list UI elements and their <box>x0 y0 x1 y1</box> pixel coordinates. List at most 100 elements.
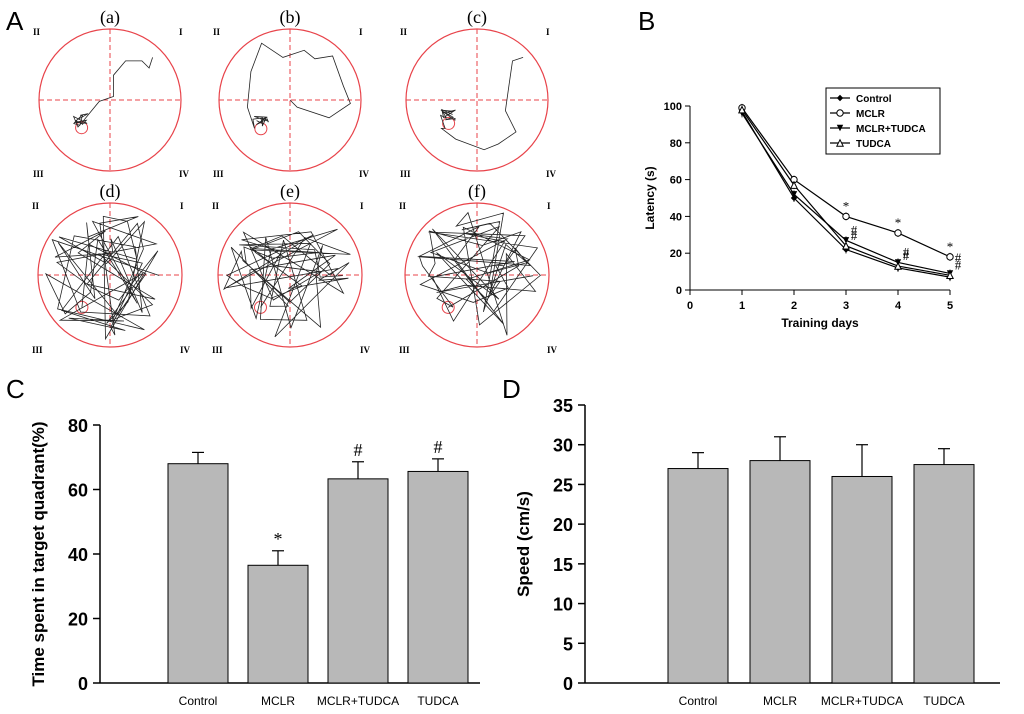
bar-mclr <box>247 564 309 684</box>
y-tick-label: 30 <box>553 436 573 456</box>
category-label: MCLR <box>763 694 797 708</box>
marker <box>836 124 844 132</box>
quadrant-ii-label: II <box>212 201 220 211</box>
marker <box>946 253 954 261</box>
panel-b-letter: B <box>638 6 655 36</box>
y-tick-label: 80 <box>670 138 682 150</box>
category-label: Control <box>679 694 718 708</box>
y-tick-label: 40 <box>68 545 88 565</box>
panel-a-letter: A <box>6 6 24 36</box>
significance-mark: # <box>955 250 962 265</box>
panel-d-letter: D <box>502 374 521 404</box>
panel-b-latency-chart: 0 20 40 60 80 100 0 1 2 3 4 5 Training days Latency (… <box>643 87 962 330</box>
y-tick-label: 5 <box>563 634 573 654</box>
significance-mark: * <box>895 215 902 230</box>
bar-mclr-tudca <box>327 478 389 684</box>
maze-label: (a) <box>100 7 120 28</box>
platform-circle <box>75 300 89 314</box>
x-tick-label: 4 <box>895 300 902 312</box>
legend-label: Control <box>856 94 892 105</box>
bar-tudca <box>913 464 975 684</box>
marker <box>841 241 851 250</box>
quadrant-iii-label: III <box>213 169 224 179</box>
significance-mark: # <box>903 248 910 263</box>
marker <box>790 191 798 198</box>
y-axis-title: Speed (cm/s) <box>514 491 533 597</box>
category-label: Control <box>179 694 218 708</box>
significance-mark: * <box>843 198 850 213</box>
quadrant-ii-label: II <box>400 27 408 37</box>
y-axis-title: Latency (s) <box>643 166 657 229</box>
category-label: MCLR+TUDCA <box>317 694 399 708</box>
marker <box>835 138 845 147</box>
quadrant-iv-label: IV <box>546 169 557 179</box>
significance-mark: * <box>274 529 283 549</box>
x-tick-label: 5 <box>947 300 953 312</box>
y-tick-label: 60 <box>670 175 682 187</box>
marker <box>737 105 747 114</box>
y-axis-title: Time spent in target quadrant(%) <box>29 421 48 686</box>
swim-path <box>246 42 351 129</box>
bar-mclr-tudca <box>831 475 893 684</box>
significance-mark: # <box>955 257 962 272</box>
marker <box>836 109 844 117</box>
quadrant-ii-label: II <box>399 201 407 211</box>
bar-mclr <box>749 460 811 684</box>
swim-path <box>44 215 160 341</box>
bar-control <box>167 463 229 684</box>
legend-label: MCLR+TUDCA <box>856 124 926 135</box>
quadrant-iv-label: IV <box>360 345 371 355</box>
panel-c-letter: C <box>6 374 25 404</box>
quadrant-iii-label: III <box>399 345 410 355</box>
significance-mark: * <box>947 239 954 254</box>
y-tick-label: 20 <box>670 248 682 260</box>
bar-tudca <box>407 470 469 684</box>
quadrant-iii-label: III <box>32 345 43 355</box>
category-label: MCLR <box>261 694 295 708</box>
platform-circle <box>441 300 455 314</box>
quadrant-i-label: I <box>180 201 184 211</box>
marker <box>842 237 850 244</box>
quadrant-ii-label: II <box>213 27 221 37</box>
significance-mark: # <box>903 244 910 259</box>
x-tick-label: 0 <box>687 300 693 312</box>
y-tick-label: 0 <box>563 674 573 694</box>
swim-path <box>72 57 153 128</box>
significance-mark: # <box>851 228 858 243</box>
quadrant-iv-label: IV <box>180 345 191 355</box>
x-tick-label: 1 <box>739 300 745 312</box>
x-tick-label: 3 <box>843 300 849 312</box>
maze-label: (f) <box>468 181 486 202</box>
marker <box>894 229 902 237</box>
quadrant-iii-label: III <box>400 169 411 179</box>
y-tick-label: 40 <box>670 211 682 223</box>
swim-path <box>417 211 541 336</box>
quadrant-ii-label: II <box>33 27 41 37</box>
significance-mark: # <box>354 440 363 460</box>
x-tick-label: 2 <box>791 300 797 312</box>
category-label: MCLR+TUDCA <box>821 694 903 708</box>
y-tick-label: 60 <box>68 481 88 501</box>
y-tick-label: 35 <box>553 396 573 416</box>
y-tick-label: 0 <box>676 285 682 297</box>
legend-label: TUDCA <box>856 139 891 150</box>
quadrant-iv-label: IV <box>359 169 370 179</box>
quadrant-ii-label: II <box>32 201 40 211</box>
quadrant-iv-label: IV <box>547 345 558 355</box>
maze-label: (d) <box>100 181 121 202</box>
quadrant-iii-label: III <box>212 345 223 355</box>
y-tick-label: 20 <box>553 515 573 535</box>
series-tudca <box>737 105 955 280</box>
marker <box>842 212 850 221</box>
marker <box>789 180 799 189</box>
quadrant-i-label: I <box>546 27 550 37</box>
y-tick-label: 10 <box>553 595 573 615</box>
panel-c-quadrant-chart: 0 20 40 60 80 Time spent in target quadrant(%… <box>29 416 480 708</box>
